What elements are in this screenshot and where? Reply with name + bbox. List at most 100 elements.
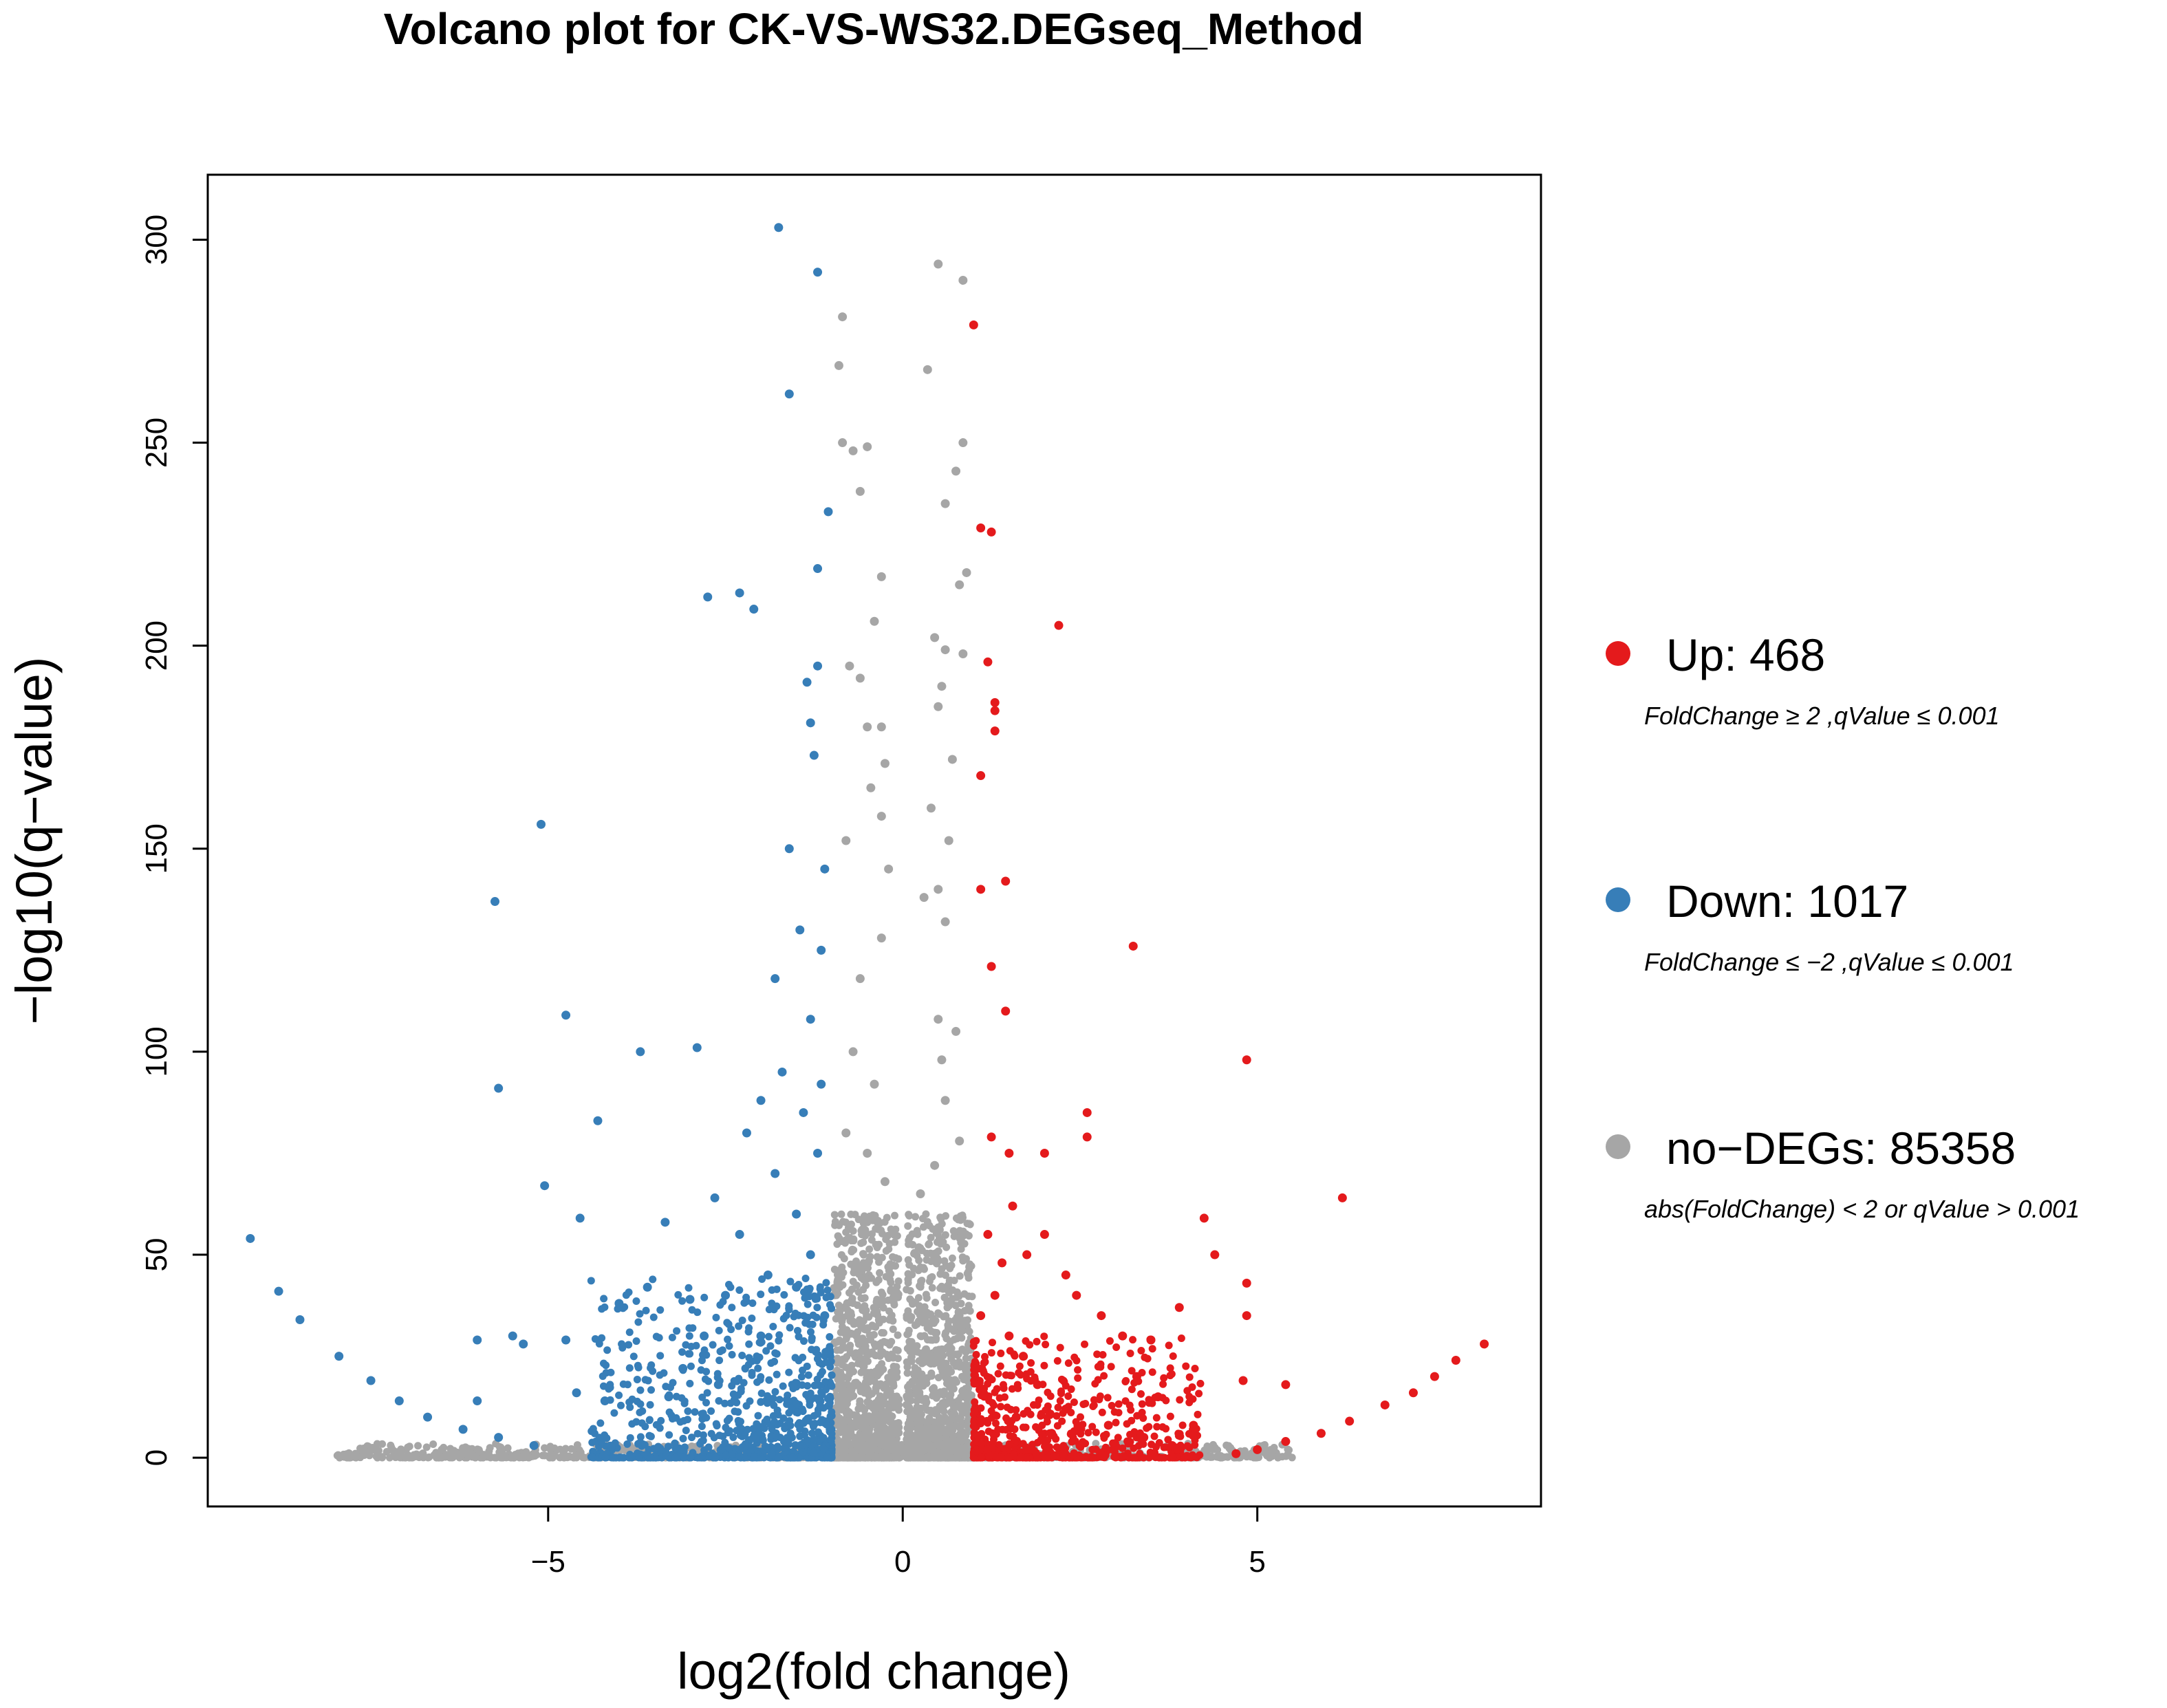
no-deg-point: [905, 1312, 913, 1320]
down-point: [707, 1407, 715, 1415]
down-point: [715, 1397, 723, 1405]
up-point: [1098, 1408, 1106, 1416]
up-point: [1040, 1332, 1048, 1341]
no-deg-point: [369, 1443, 377, 1451]
no-deg-point: [949, 1402, 958, 1410]
down-point: [723, 1319, 731, 1327]
no-deg-point: [916, 1189, 925, 1199]
down-point: [685, 1324, 693, 1332]
no-deg-point: [865, 1245, 874, 1253]
no-deg-point: [885, 1411, 893, 1419]
down-point: [785, 1368, 793, 1376]
up-point: [976, 523, 986, 533]
no-deg-point: [510, 1453, 518, 1462]
down-point: [724, 1335, 732, 1343]
up-point: [1178, 1421, 1187, 1429]
no-deg-point: [385, 1453, 393, 1462]
no-deg-point: [876, 572, 886, 581]
no-deg-point: [485, 1447, 493, 1456]
no-deg-point: [870, 616, 879, 626]
down-point: [655, 1334, 663, 1342]
down-point: [746, 1397, 754, 1405]
no-deg-point: [1284, 1445, 1292, 1453]
up-point: [1044, 1388, 1052, 1396]
down-point: [813, 268, 823, 277]
down-point: [796, 1425, 804, 1433]
no-deg-point: [576, 1448, 585, 1456]
no-deg-point: [894, 1346, 902, 1354]
up-point: [1033, 1401, 1042, 1409]
down-point: [756, 1096, 766, 1105]
up-point: [978, 1453, 986, 1461]
no-deg-point: [926, 803, 936, 813]
up-point: [980, 1369, 988, 1377]
no-deg-point: [886, 1402, 894, 1410]
up-point: [1114, 1409, 1123, 1417]
no-deg-point: [833, 1366, 841, 1374]
no-deg-point: [951, 1350, 960, 1359]
no-deg-point: [917, 1417, 925, 1425]
down-point: [712, 1420, 720, 1428]
up-point: [991, 1411, 1000, 1419]
up-point: [994, 1425, 1002, 1434]
no-deg-point: [923, 365, 932, 374]
no-deg-point: [863, 1374, 871, 1382]
up-point: [1132, 1372, 1141, 1381]
down-point: [748, 1299, 757, 1308]
y-tick-label: 50: [140, 1238, 173, 1272]
down-point: [688, 1306, 696, 1314]
down-point: [763, 1415, 771, 1423]
down-point: [274, 1286, 283, 1296]
down-point: [792, 1209, 801, 1219]
down-point: [600, 1396, 610, 1406]
no-deg-point: [833, 1354, 841, 1363]
down-point: [691, 1408, 699, 1416]
down-point: [623, 1381, 632, 1389]
down-point: [774, 1453, 782, 1462]
down-point: [656, 1424, 664, 1432]
down-point: [804, 1300, 812, 1308]
down-point: [623, 1440, 632, 1448]
down-point: [812, 1293, 821, 1301]
no-deg-point: [906, 1434, 914, 1442]
up-point: [1189, 1420, 1198, 1430]
no-deg-point: [883, 1350, 891, 1359]
up-point: [1003, 1403, 1011, 1412]
up-point: [1061, 1404, 1070, 1414]
no-deg-point: [867, 1274, 876, 1282]
up-point: [1185, 1398, 1194, 1407]
up-point: [1188, 1383, 1196, 1391]
no-deg-point: [845, 661, 854, 671]
no-deg-point: [833, 1271, 841, 1279]
down-point: [795, 1332, 803, 1341]
down-point: [800, 1431, 808, 1439]
down-point: [791, 1379, 799, 1387]
down-point: [730, 1396, 738, 1404]
down-point: [762, 1347, 770, 1355]
down-point: [813, 564, 823, 574]
no-deg-point: [850, 1392, 858, 1400]
down-point: [758, 1275, 766, 1283]
no-deg-point: [964, 1292, 973, 1300]
up-point: [980, 1385, 989, 1393]
down-point: [769, 1412, 777, 1420]
down-point: [660, 1369, 668, 1377]
down-point: [588, 1453, 596, 1462]
no-deg-point: [964, 1316, 972, 1324]
no-deg-point: [880, 759, 890, 768]
no-deg-point: [870, 1441, 878, 1449]
no-deg-point: [837, 1328, 845, 1337]
up-point: [1242, 1055, 1251, 1065]
down-point: [826, 1343, 834, 1351]
no-deg-point: [884, 1296, 892, 1304]
no-deg-point: [848, 446, 858, 455]
no-deg-point: [955, 1136, 964, 1146]
down-point: [618, 1343, 627, 1352]
down-point: [715, 1356, 724, 1365]
down-point: [603, 1434, 611, 1442]
no-deg-point: [873, 1253, 881, 1261]
no-deg-point: [858, 1361, 866, 1370]
down-point: [728, 1304, 736, 1312]
up-point: [1081, 1340, 1089, 1348]
up-point: [1160, 1374, 1168, 1382]
